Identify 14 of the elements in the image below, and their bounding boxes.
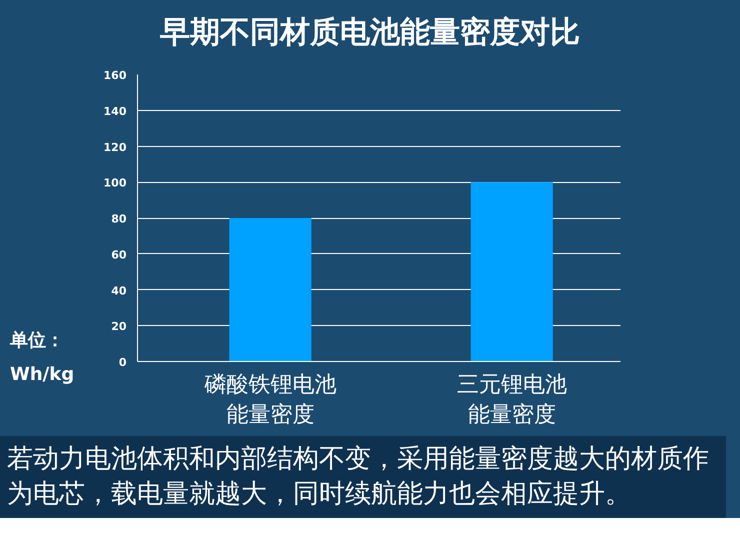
chart-title: 早期不同材质电池能量密度对比 [160, 14, 580, 52]
y-tick-label: 160 [104, 69, 127, 82]
y-tick-label: 60 [111, 248, 127, 262]
y-tick-label: 100 [104, 176, 127, 190]
text: 若动力电池体积和内部结构不变，采用能量密度越大的材质作为电芯，载电量就越大，同时续航能力也会相应提升。 [7, 443, 710, 512]
y-axis-title: 单位：Wh/kg [10, 329, 76, 388]
y-tick-label: 80 [111, 212, 127, 226]
y-tick-label: 140 [104, 104, 127, 118]
y-tick-label: 0 [118, 356, 127, 369]
x-tick-label: 磷酸铁锂电池能量密度 [203, 372, 336, 428]
y-tick-label: 40 [111, 284, 127, 298]
y-tick-label: 120 [104, 140, 127, 154]
x-tick-label: 三元锂电池能量密度 [456, 372, 567, 428]
y-tick-label: 20 [111, 320, 127, 334]
